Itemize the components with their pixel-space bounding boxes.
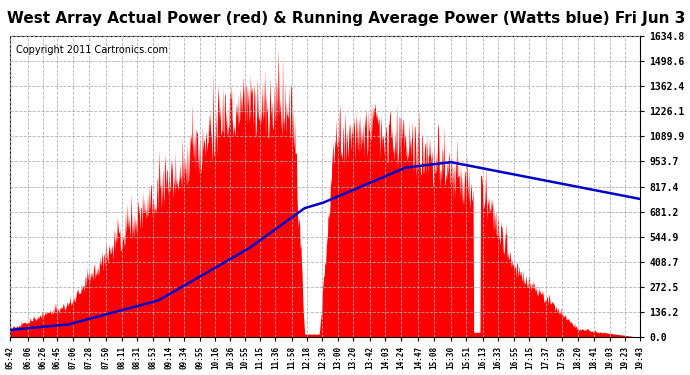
Text: Copyright 2011 Cartronics.com: Copyright 2011 Cartronics.com: [17, 45, 168, 55]
Text: West Array Actual Power (red) & Running Average Power (Watts blue) Fri Jun 3 19:: West Array Actual Power (red) & Running …: [7, 11, 690, 26]
